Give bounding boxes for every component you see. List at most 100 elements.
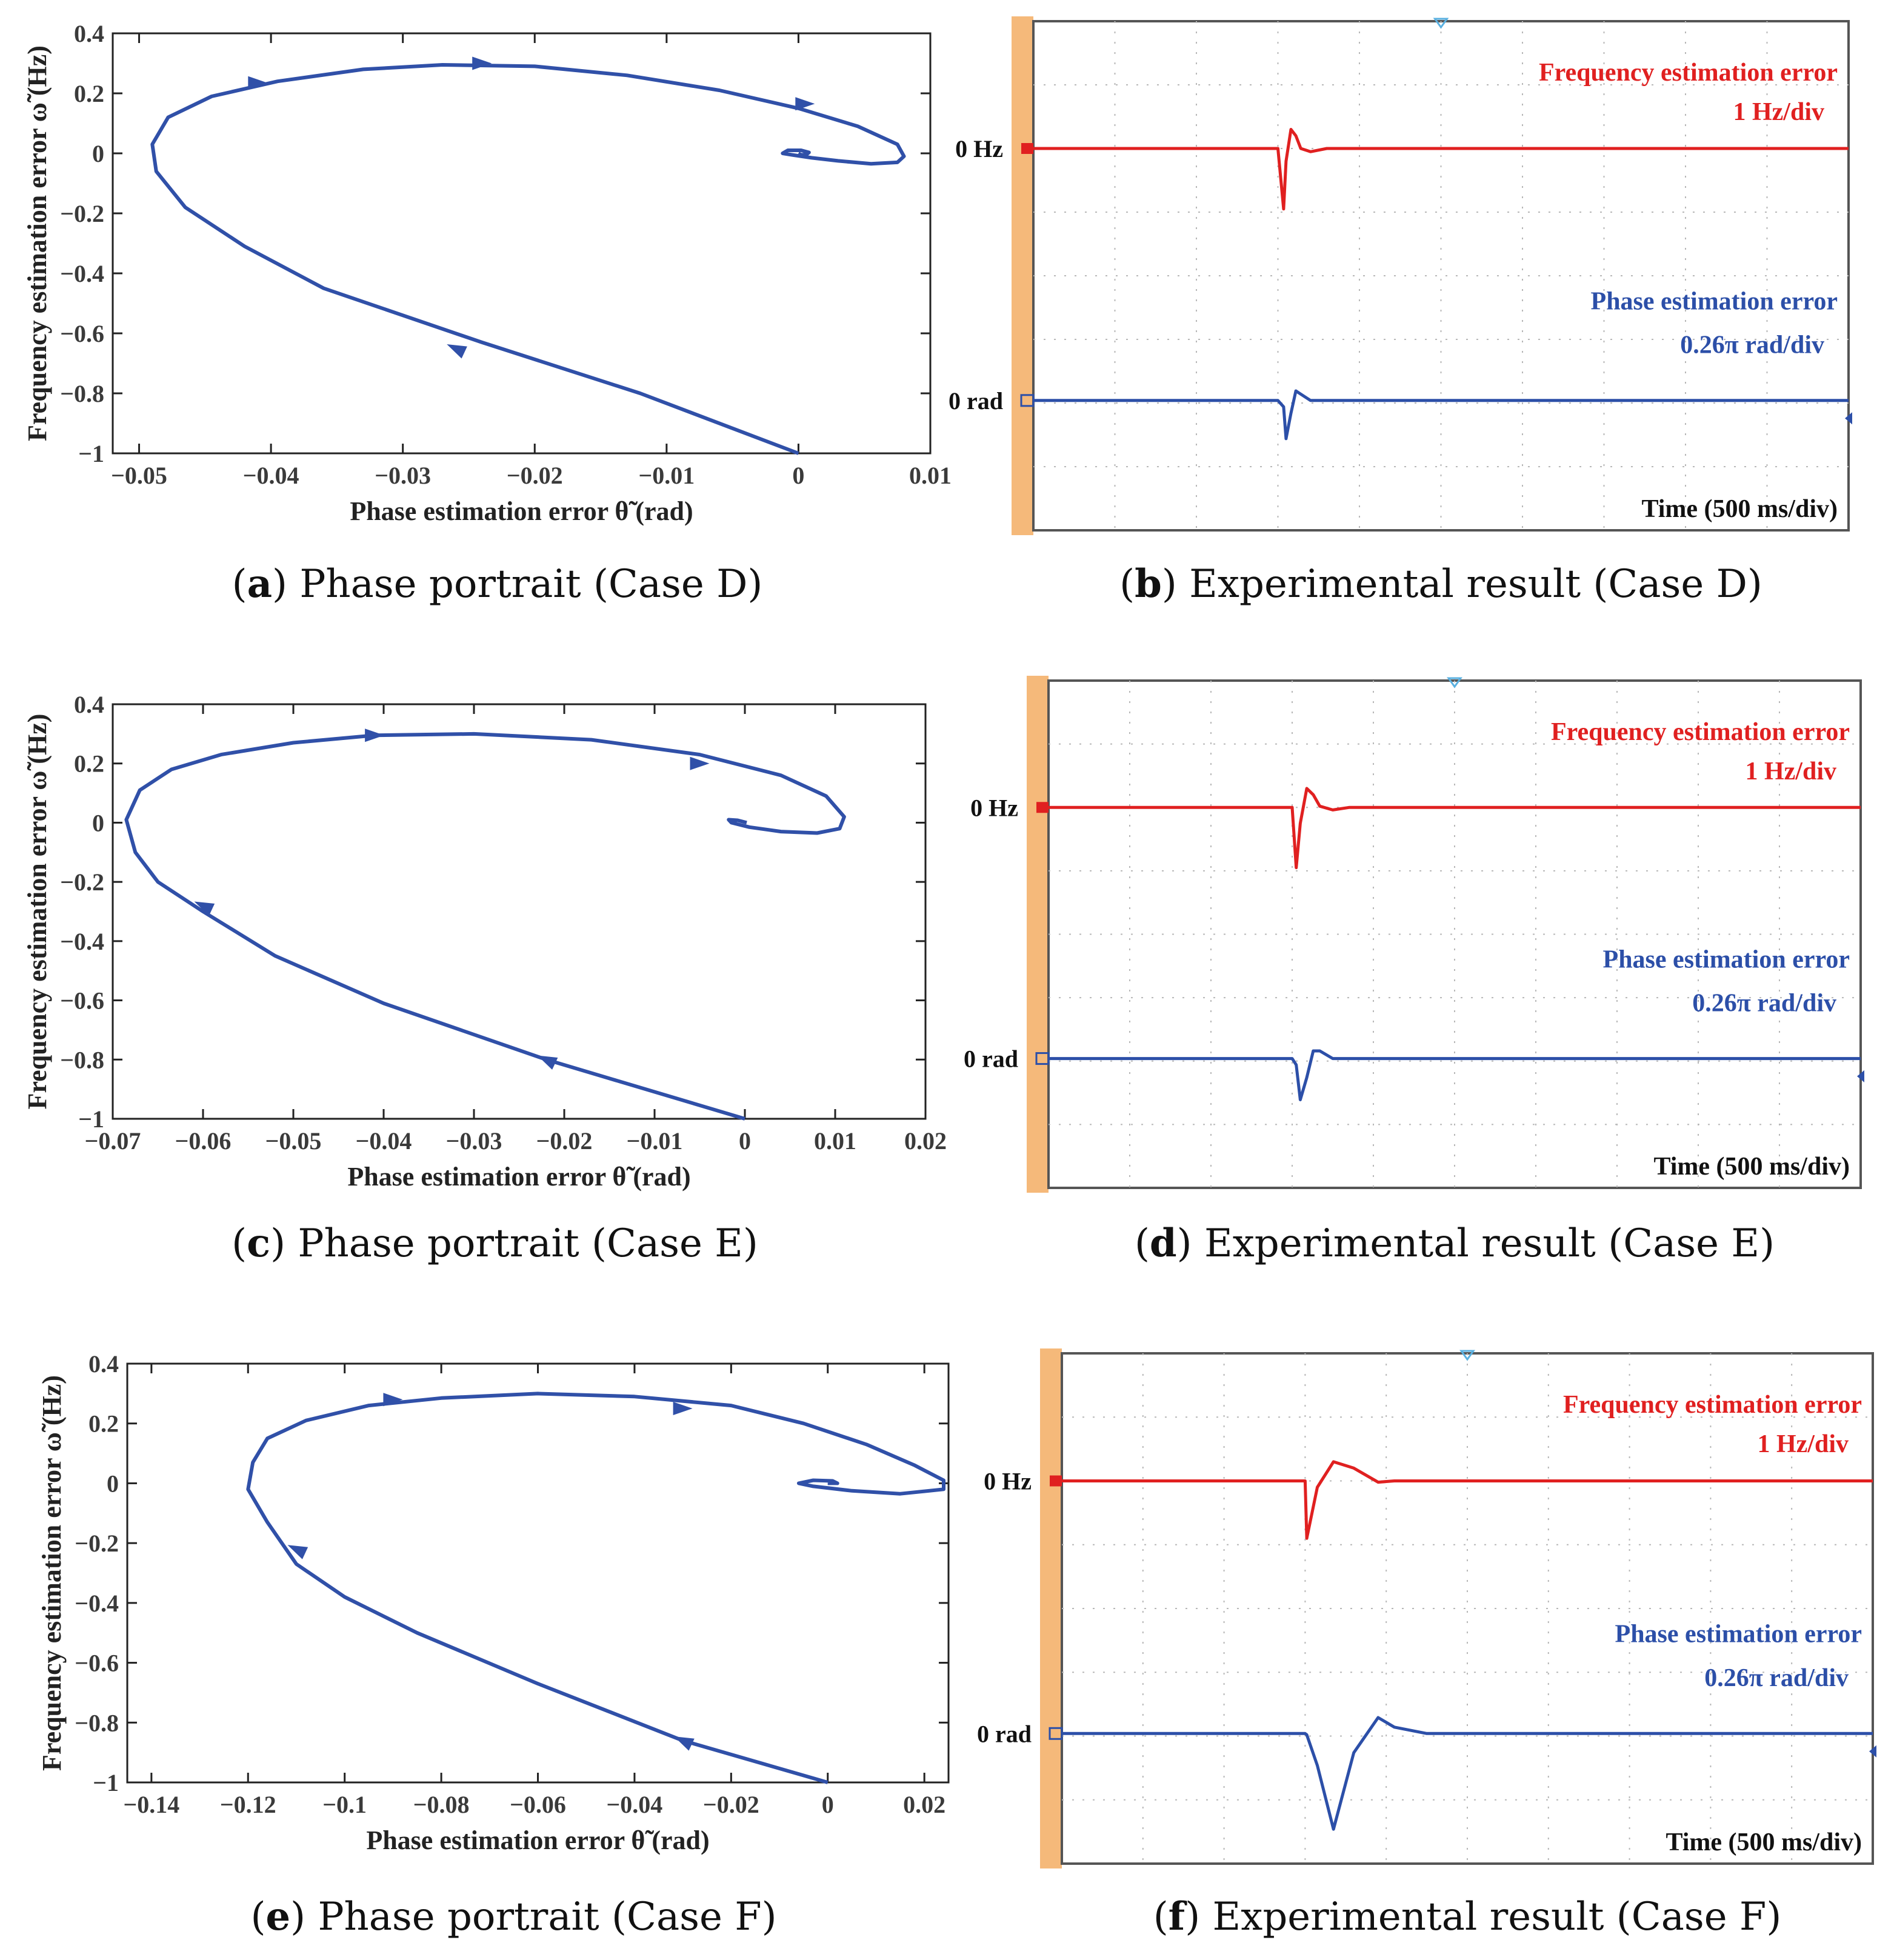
x-tick-label: −0.02 [536, 1127, 593, 1155]
caption-text: Experimental result (Case D) [1189, 562, 1762, 607]
caption-paren-open: ( [1153, 1895, 1169, 1939]
x-tick-label: −0.01 [638, 462, 695, 489]
direction-arrow [690, 756, 710, 770]
y-axis-label: Frequency estimation error ω̃ (Hz) [37, 1375, 67, 1771]
phase-scale-label: 0.26π rad/div [1680, 332, 1824, 359]
caption-paren-close: ) [1162, 562, 1189, 607]
y-tick-label: −0.6 [60, 987, 104, 1015]
phase-error-title: Phase estimation error [1615, 1621, 1862, 1648]
trajectory-line [246, 1392, 945, 1784]
channel-1-marker [1049, 1727, 1063, 1740]
y-tick-label: 0.4 [88, 1350, 119, 1378]
scope-result-case-e: 0 Hz 0 rad Frequency estimation error 1 Hz/… [964, 676, 1864, 1266]
x-axis-label: Phase estimation error θ̃ (rad) [347, 1162, 690, 1192]
panel-caption: (d) Experimental result (Case E) [1135, 1221, 1775, 1266]
freq-scale-label: 1 Hz/div [1745, 758, 1836, 785]
x-tick-label: −0.06 [510, 1791, 566, 1818]
zero-rad-label: 0 rad [964, 1045, 1018, 1073]
scope-left-bezel [1040, 1348, 1062, 1868]
x-tick-label: 0 [739, 1127, 751, 1155]
phase-scale-label: 0.26π rad/div [1704, 1664, 1849, 1692]
caption-text: Phase portrait (Case D) [299, 562, 762, 607]
x-tick-label: −0.03 [446, 1127, 502, 1155]
direction-arrow [472, 56, 492, 70]
direction-arrow [248, 76, 268, 90]
direction-arrow [447, 344, 467, 359]
zero-hz-label: 0 Hz [970, 794, 1018, 821]
y-tick-label: 0 [92, 140, 104, 167]
freq-scale-label: 1 Hz/div [1757, 1430, 1849, 1458]
caption-paren-close: ) [290, 1895, 318, 1939]
phase-portrait-case-d: 0.4 0.2 0 −0.2 −0.4 −0.6 −0.8 −1 −0.05 −0.04 −0.03… [22, 20, 952, 607]
caption-text: Experimental result (Case E) [1204, 1221, 1775, 1266]
scope-result-case-d: 0 Hz 0 rad Frequency estimation error 1 Hz/… [949, 16, 1852, 607]
y-tick-label: −0.2 [60, 868, 104, 896]
phase-error-title: Phase estimation error [1591, 287, 1838, 315]
y-tick-label: −0.8 [75, 1709, 119, 1736]
zero-hz-label: 0 Hz [955, 135, 1003, 162]
y-axis-label: Frequency estimation error ω̃ (Hz) [22, 714, 52, 1110]
freq-scale-label: 1 Hz/div [1733, 98, 1824, 126]
phase-trace [1049, 1049, 1861, 1102]
caption-paren-open: ( [250, 1895, 265, 1939]
x-tick-label: 0.01 [909, 462, 952, 489]
channel-1-marker [1035, 1052, 1050, 1065]
caption-paren-open: ( [232, 562, 247, 607]
freq-error-title: Frequency estimation error [1539, 59, 1838, 87]
zero-rad-label: 0 rad [977, 1720, 1032, 1747]
x-tick-label: −0.02 [703, 1791, 759, 1818]
x-tick-label: −0.04 [356, 1127, 412, 1155]
x-axis-label: Phase estimation error θ̃ (rad) [366, 1825, 709, 1855]
x-tick-label: −0.04 [243, 462, 299, 489]
trajectory-line [150, 63, 906, 455]
x-tick-label: −0.05 [111, 462, 167, 489]
x-tick-label: 0.02 [904, 1127, 947, 1155]
direction-arrow [795, 97, 815, 111]
direction-arrow [537, 1055, 558, 1070]
caption-paren-close: ) [1177, 1221, 1204, 1266]
freq-error-title: Frequency estimation error [1551, 718, 1850, 746]
trigger-position-icon [1459, 1350, 1475, 1361]
y-tick-label: 0.4 [74, 691, 104, 718]
time-scale-label: Time (500 ms/div) [1641, 495, 1838, 523]
panel-caption: (c) Phase portrait (Case E) [232, 1221, 758, 1266]
direction-arrow [673, 1402, 693, 1415]
caption-text: Phase portrait (Case F) [318, 1895, 776, 1939]
caption-paren-close: ) [272, 562, 299, 607]
caption-letter: f [1169, 1894, 1187, 1939]
x-tick-label: −0.03 [375, 462, 431, 489]
direction-arrow [287, 1545, 308, 1559]
trigger-level-icon [1857, 1070, 1864, 1082]
freq-error-title: Frequency estimation error [1563, 1391, 1862, 1419]
frequency-trace [1049, 787, 1861, 870]
zero-hz-label: 0 Hz [984, 1468, 1032, 1495]
caption-letter: c [247, 1221, 270, 1266]
y-tick-label: −1 [93, 1769, 119, 1796]
y-tick-label: 0.2 [74, 750, 104, 778]
time-scale-label: Time (500 ms/div) [1666, 1828, 1862, 1856]
caption-paren-open: ( [232, 1221, 247, 1266]
x-tick-label: 0 [822, 1791, 834, 1818]
caption-letter: e [265, 1894, 290, 1939]
y-tick-label: −0.4 [60, 260, 104, 287]
caption-text: Experimental result (Case F) [1213, 1895, 1782, 1939]
caption-paren-open: ( [1119, 562, 1135, 607]
direction-arrow [674, 1736, 695, 1751]
plot-frame [112, 703, 927, 1120]
trigger-level-icon [1869, 1745, 1876, 1758]
x-tick-label: −0.04 [607, 1791, 663, 1818]
x-axis-label: Phase estimation error θ̃ (rad) [350, 496, 693, 526]
y-tick-label: 0.4 [74, 20, 104, 47]
y-tick-label: −0.2 [75, 1530, 119, 1557]
trigger-position-icon [1433, 18, 1449, 29]
direction-arrow [194, 901, 215, 916]
y-tick-label: −0.4 [60, 928, 104, 955]
channel-2-marker [1021, 143, 1033, 154]
plot-frame [126, 1362, 950, 1784]
x-tick-label: −0.08 [413, 1791, 470, 1818]
x-tick-label: −0.1 [322, 1791, 367, 1818]
trigger-level-icon [1845, 412, 1852, 425]
caption-paren-open: ( [1135, 1221, 1150, 1266]
caption-letter: a [247, 561, 272, 607]
